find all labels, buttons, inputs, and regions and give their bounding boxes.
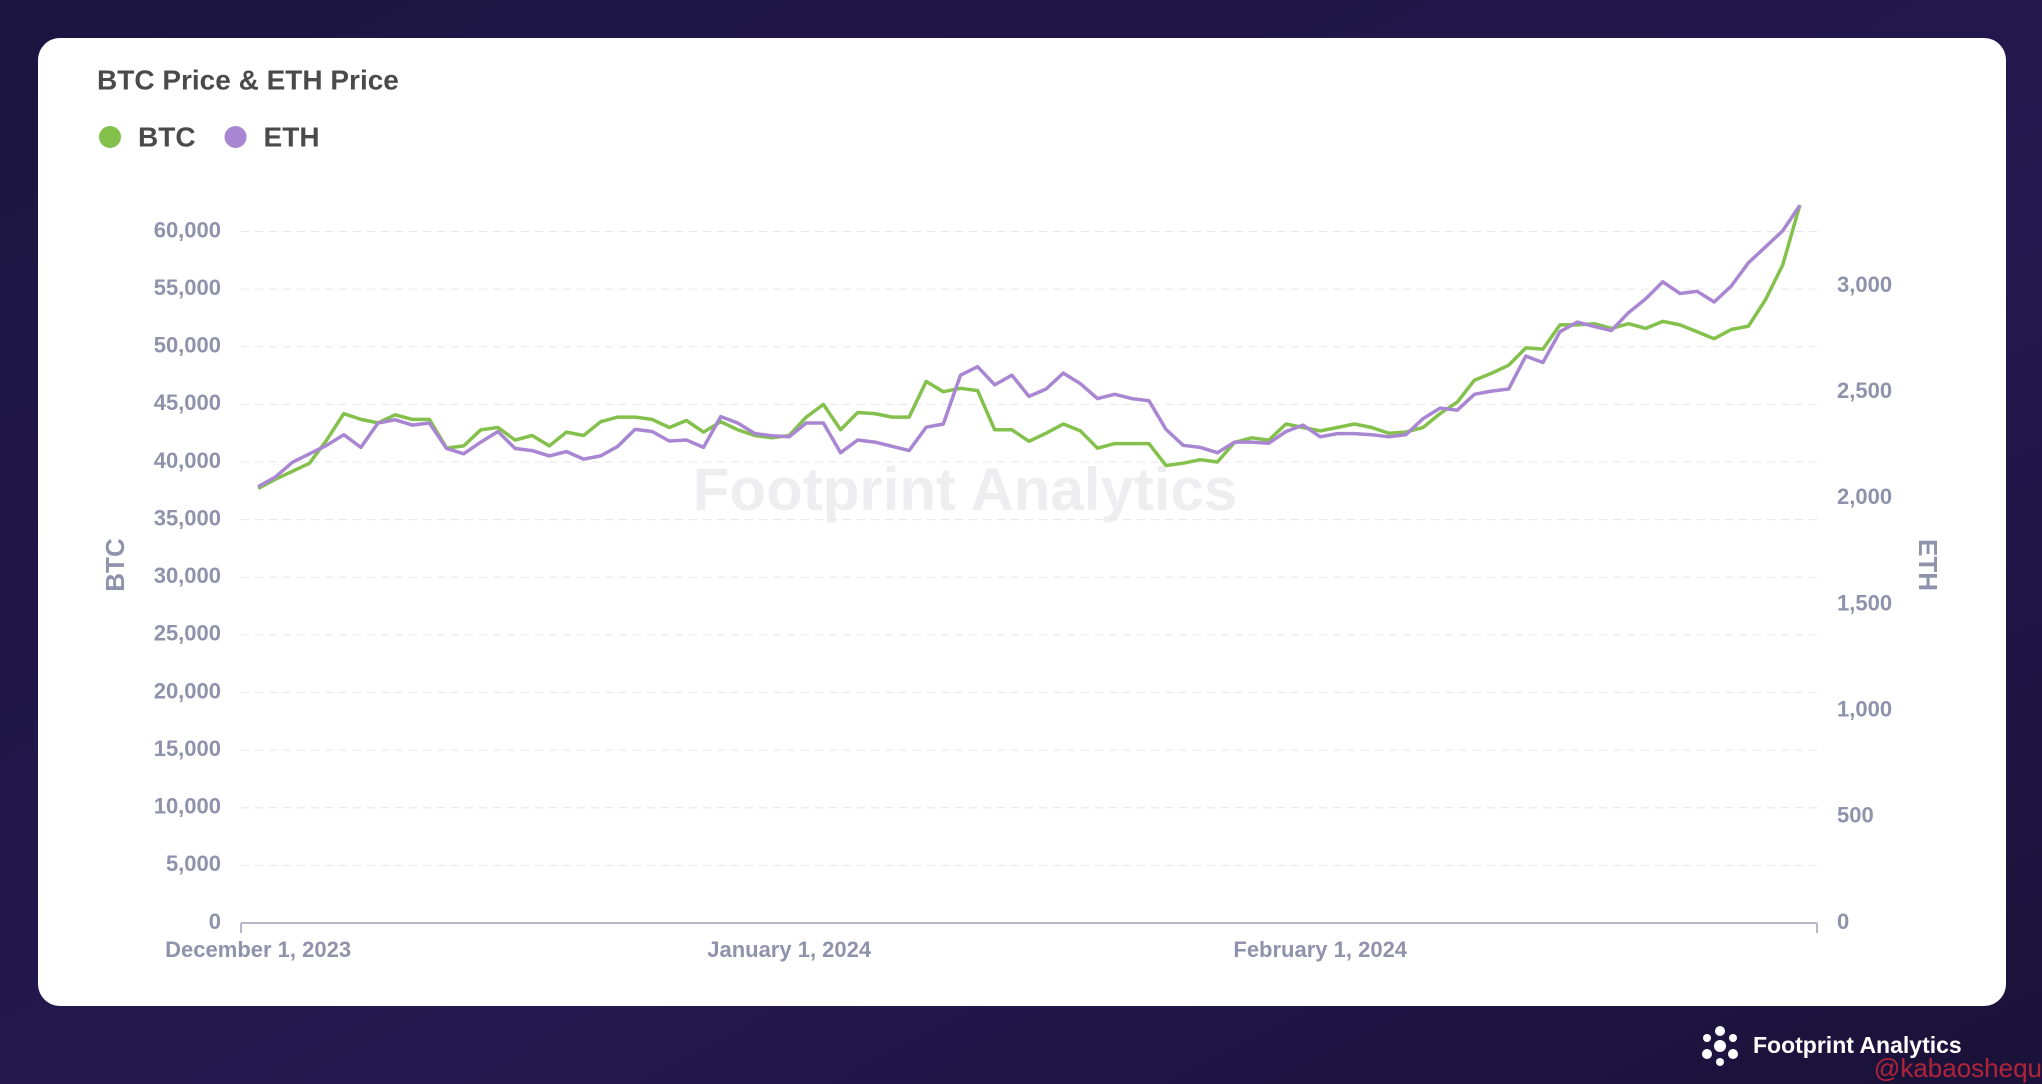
- line-btc: [257, 204, 1802, 491]
- line-eth: [257, 204, 1802, 489]
- y2-tick-label: 3,000: [1837, 272, 1892, 297]
- y2-tick-label: 2,500: [1837, 378, 1892, 403]
- y-tick-label: 60,000: [154, 217, 221, 242]
- chart-title: BTC Price & ETH Price: [97, 64, 399, 95]
- y-tick-label: 45,000: [154, 390, 221, 415]
- y-tick-label: 30,000: [154, 563, 221, 588]
- y-tick-label: 40,000: [154, 448, 221, 473]
- y-tick-label: 35,000: [154, 505, 221, 530]
- y2-tick-label: 1,000: [1837, 696, 1892, 721]
- y-tick-label: 15,000: [154, 736, 221, 761]
- x-tick-label: December 1, 2023: [165, 937, 351, 962]
- credit: @kabaoshequ: [1874, 1053, 2042, 1083]
- x-tick-label: February 1, 2024: [1233, 937, 1407, 962]
- y-tick-label: 50,000: [154, 333, 221, 358]
- y-tick-label: 5,000: [166, 851, 221, 876]
- y2-tick-label: 2,000: [1837, 484, 1892, 509]
- x-tick-label: January 1, 2024: [707, 937, 872, 962]
- watermark: Footprint Analytics: [693, 456, 1237, 523]
- y2-axis-title: ETH: [1913, 539, 1943, 591]
- y-tick-label: 25,000: [154, 621, 221, 646]
- y-tick-label: 10,000: [154, 794, 221, 819]
- brand-name: Footprint Analytics: [1753, 1032, 1962, 1058]
- y-axis-title: BTC: [100, 538, 130, 592]
- legend-label: BTC: [138, 121, 196, 152]
- brand-logo: [1702, 1026, 1738, 1066]
- legend-label: ETH: [264, 121, 320, 152]
- legend-marker: [99, 126, 121, 148]
- card: [38, 38, 2006, 1006]
- y-tick-label: 55,000: [154, 275, 221, 300]
- y-tick-label: 20,000: [154, 678, 221, 703]
- legend-marker: [224, 126, 247, 148]
- y-tick-label: 0: [209, 909, 221, 934]
- y2-tick-label: 1,500: [1837, 590, 1892, 615]
- y2-tick-label: 0: [1837, 909, 1849, 934]
- y2-tick-label: 500: [1837, 803, 1874, 828]
